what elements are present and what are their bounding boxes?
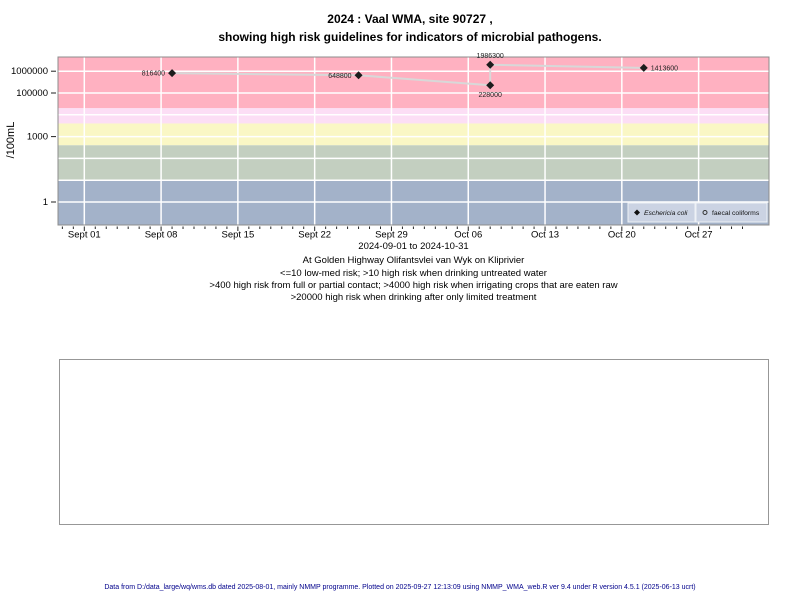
site-caption: At Golden Highway Olifantsvlei van Wyk o… (302, 255, 525, 266)
legend-box (627, 202, 696, 223)
data-point-label: 1413600 (651, 65, 678, 72)
chart-title: 2024 : Vaal WMA, site 90727 , showing hi… (30, 10, 790, 46)
x-tick-label: Oct 20 (608, 230, 636, 241)
risk-band (58, 57, 769, 109)
risk-band (58, 123, 769, 146)
footer-note: Data from D:/data_large/wq/wms.db dated … (104, 584, 696, 591)
y-tick-label: 1000000 (11, 66, 48, 77)
plot-border (57, 56, 770, 226)
risk-band (58, 108, 769, 124)
chart-plot-area: Sept 01 Sept 08 Sept 15 Sept 22 Sept 29 Oct 0… (11, 53, 770, 241)
data-point (168, 69, 177, 78)
chart-title-line2: showing high risk guidelines for indicat… (218, 30, 602, 44)
y-tick-label: 1 (43, 197, 48, 208)
data-point-label: 228000 (479, 92, 502, 99)
x-tick-label: Sept 15 (222, 230, 255, 241)
x-tick-label: Oct 06 (454, 230, 482, 241)
x-tick-label: Oct 13 (531, 230, 559, 241)
x-tick-label: Sept 22 (298, 230, 331, 241)
legend-item-label: Eschericia coli (644, 210, 688, 217)
y-tick-label: 100000 (16, 88, 48, 99)
legend-circle-icon (702, 210, 708, 215)
risk-caption-3: >20000 high risk when drinking after onl… (290, 291, 537, 303)
data-point (486, 81, 495, 90)
chart-title-line1: 2024 : Vaal WMA, site 90727 , (327, 12, 493, 26)
legend-diamond-icon (634, 209, 640, 216)
x-tick-label: Sept 01 (68, 230, 101, 241)
data-point-label: 816400 (142, 71, 165, 78)
data-point (486, 60, 495, 69)
data-point (354, 71, 363, 80)
data-point (639, 63, 648, 72)
x-tick-label: Oct 27 (685, 230, 713, 241)
y-tick-label: 1000 (27, 132, 48, 143)
data-point-label: 1986300 (477, 53, 504, 60)
risk-caption-2: >400 high risk from full or partial cont… (209, 279, 618, 291)
risk-caption-1: <=10 low-med risk; >10 high risk when dr… (280, 267, 547, 279)
legend-item-label: faecal coliforms (712, 210, 760, 217)
empty-panel (59, 359, 769, 525)
legend-box (695, 202, 768, 223)
risk-band (58, 145, 769, 181)
x-tick-label: Sept 08 (145, 230, 178, 241)
x-axis-label: 2024-09-01 to 2024-10-31 (358, 241, 469, 252)
data-point-label: 648800 (328, 73, 351, 80)
x-tick-label: Sept 29 (375, 230, 408, 241)
